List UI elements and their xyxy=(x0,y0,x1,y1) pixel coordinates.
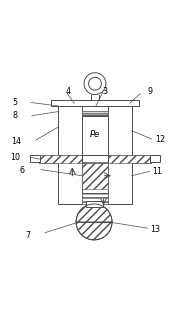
Bar xyxy=(51,100,139,106)
Wedge shape xyxy=(76,204,112,222)
Bar xyxy=(150,155,160,162)
Bar xyxy=(86,201,103,207)
Bar xyxy=(82,155,108,162)
Bar xyxy=(108,155,151,162)
Bar xyxy=(30,155,40,162)
Text: 7: 7 xyxy=(25,231,31,240)
Wedge shape xyxy=(76,222,112,240)
Text: 12: 12 xyxy=(155,136,165,144)
Circle shape xyxy=(89,77,101,90)
Text: Pe: Pe xyxy=(90,130,100,139)
Text: 14: 14 xyxy=(11,137,21,146)
Text: 9: 9 xyxy=(147,87,152,96)
Bar xyxy=(58,162,132,204)
Text: 4: 4 xyxy=(65,87,70,96)
Bar xyxy=(82,113,108,116)
Text: 6: 6 xyxy=(20,166,25,176)
Text: 3: 3 xyxy=(103,87,108,96)
Text: 13: 13 xyxy=(150,225,160,234)
Bar xyxy=(82,116,108,155)
Bar xyxy=(58,106,132,155)
Circle shape xyxy=(84,73,106,95)
Text: 8: 8 xyxy=(12,111,17,121)
Circle shape xyxy=(76,204,112,240)
Bar xyxy=(82,111,108,114)
Bar xyxy=(82,162,108,204)
Bar xyxy=(39,155,82,162)
Bar xyxy=(39,155,151,162)
Bar xyxy=(82,106,108,111)
Text: 10: 10 xyxy=(10,153,20,162)
Bar xyxy=(82,162,108,189)
Text: 11: 11 xyxy=(152,167,162,176)
Bar xyxy=(82,193,108,204)
Text: 5: 5 xyxy=(12,98,17,107)
